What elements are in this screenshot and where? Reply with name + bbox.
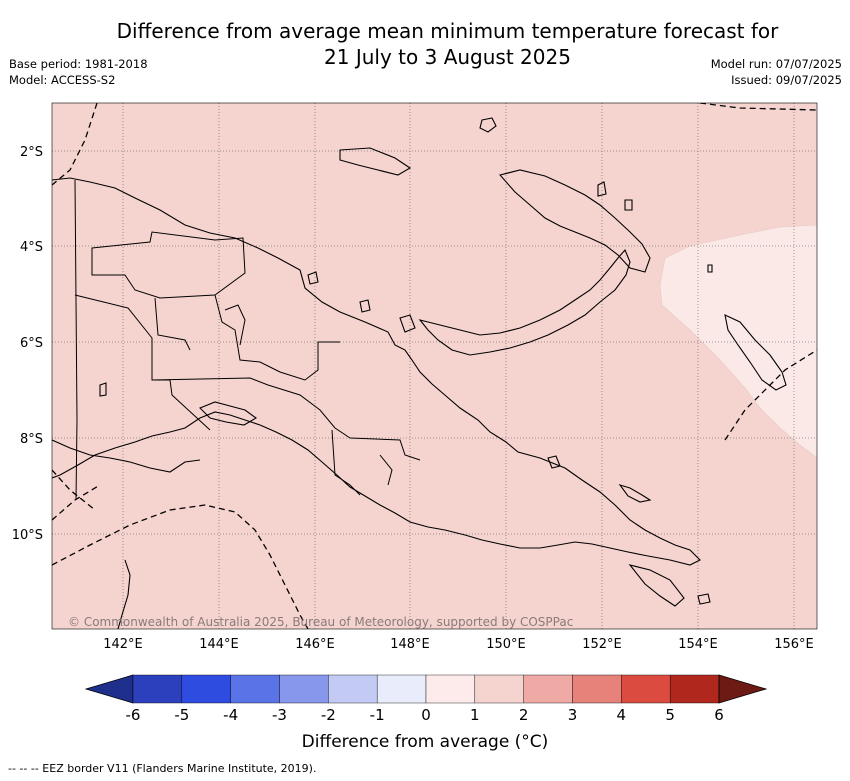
- lat-tick-8s: 8°S: [20, 432, 43, 447]
- lat-tick-2s: 2°S: [20, 145, 43, 160]
- map-frame: [51, 102, 818, 630]
- province-border-1: [91, 231, 246, 299]
- colorbar-tick-label: 4: [617, 706, 627, 724]
- kiwai-island: [199, 401, 258, 426]
- lat-tick-6s: 6°S: [20, 336, 43, 351]
- lat-tick-labels: 2°S 4°S 6°S 8°S 10°S: [12, 145, 43, 543]
- colorbar-tick-label: -5: [174, 706, 189, 724]
- small-island-6: [547, 455, 561, 469]
- huon-coast: [418, 248, 631, 356]
- colorbar-tick-label: -4: [223, 706, 238, 724]
- small-island-4: [697, 593, 711, 605]
- small-island-1: [307, 271, 319, 285]
- lon-tick-148: 148°E: [390, 637, 430, 652]
- title-line-2: 21 July to 3 August 2025: [324, 45, 571, 69]
- colorbar-tick-label: 2: [519, 706, 529, 724]
- map-title: Difference from average mean minimum tem…: [70, 18, 825, 70]
- province-border-6: [331, 429, 361, 496]
- colorbar-extend-low: [84, 674, 134, 704]
- lon-tick-146: 146°E: [295, 637, 335, 652]
- issued-date: Issued: 09/07/2025: [731, 73, 842, 87]
- small-island-9: [624, 199, 633, 211]
- manus-island: [479, 117, 497, 133]
- small-island-10: [707, 264, 713, 273]
- colorbar-tick-label: 0: [421, 706, 431, 724]
- colorbar-title: Difference from average (°C): [301, 732, 549, 752]
- colorbar-tick-label: 1: [470, 706, 480, 724]
- province-border-3: [154, 297, 191, 351]
- colorbar-tick-label: 5: [665, 706, 675, 724]
- map-area: © Commonwealth of Australia 2025, Bureau…: [52, 103, 817, 629]
- eez-border: [52, 103, 817, 629]
- eez-footnote: -- -- -- EEZ border V11 (Flanders Marine…: [8, 762, 317, 775]
- title-line-1: Difference from average mean minimum tem…: [116, 19, 779, 43]
- anomaly-field-0-to-1: [659, 224, 817, 459]
- colorbar-bin: [572, 674, 622, 704]
- province-border-8: [379, 454, 393, 486]
- colorbar-bin: [279, 674, 329, 704]
- colorbar-extend-high: [718, 674, 768, 704]
- colorbar-bin: [376, 674, 427, 704]
- colorbar-bin: [523, 674, 573, 704]
- colorbar-bin: [474, 674, 524, 704]
- small-island-5: [618, 484, 652, 503]
- small-island-8: [597, 181, 607, 197]
- lon-tick-labels: 142°E 144°E 146°E 148°E 150°E 152°E 154°…: [103, 637, 814, 652]
- png-indonesia-border: [74, 179, 78, 501]
- new-ireland: [339, 147, 412, 176]
- province-border-4: [151, 377, 351, 439]
- bougainville: [724, 314, 787, 391]
- model-run: Model run: 07/07/2025: [710, 57, 842, 71]
- cape-york-coast: [117, 559, 131, 629]
- province-border-7: [349, 437, 421, 461]
- province-border-5: [214, 294, 340, 381]
- small-island-7: [99, 382, 107, 397]
- lon-tick-154: 154°E: [678, 637, 718, 652]
- colorbar-tick-label: -3: [272, 706, 287, 724]
- anomaly-field-1-to-2: [52, 103, 817, 629]
- lon-tick-156: 156°E: [774, 637, 814, 652]
- coastline: [52, 117, 787, 629]
- copyright-notice: © Commonwealth of Australia 2025, Bureau…: [68, 615, 573, 629]
- fergusson-island: [628, 564, 685, 607]
- small-island-3: [359, 299, 371, 313]
- colorbar-bin: [328, 674, 378, 704]
- meta-left: Base period: 1981-2018 Model: ACCESS-S2: [9, 56, 148, 88]
- lat-tick-4s: 4°S: [20, 240, 43, 255]
- lon-tick-142: 142°E: [103, 637, 143, 652]
- colorbar-tick-label: 3: [568, 706, 578, 724]
- new-guinea-coast: [52, 177, 701, 566]
- colorbar-tick-label: -2: [321, 706, 336, 724]
- colorbar-tick-label: -1: [370, 706, 385, 724]
- colorbar-bin: [669, 674, 720, 704]
- colorbar-bin: [181, 674, 231, 704]
- new-britain: [498, 169, 651, 273]
- colorbar-bin: [230, 674, 280, 704]
- base-period: Base period: 1981-2018: [9, 57, 148, 71]
- colorbar-tick-label: -6: [126, 706, 141, 724]
- small-island-2: [399, 314, 416, 333]
- colorbar-tick-label: 6: [714, 706, 724, 724]
- lon-tick-152: 152°E: [582, 637, 622, 652]
- colorbar: -6 -5 -4 -3 -2 -1 0 1 2 3 4 5 6: [84, 674, 768, 724]
- province-border-9: [224, 304, 246, 346]
- colorbar-bin: [425, 674, 476, 704]
- meta-right: Model run: 07/07/2025 Issued: 09/07/2025: [711, 56, 842, 88]
- graticule: [52, 103, 817, 629]
- lon-tick-150: 150°E: [486, 637, 526, 652]
- lat-tick-10s: 10°S: [12, 528, 43, 543]
- colorbar-bin: [132, 674, 183, 704]
- border-lines: [74, 179, 421, 501]
- model-name: Model: ACCESS-S2: [9, 73, 116, 87]
- lon-tick-144: 144°E: [199, 637, 239, 652]
- colorbar-bin: [621, 674, 671, 704]
